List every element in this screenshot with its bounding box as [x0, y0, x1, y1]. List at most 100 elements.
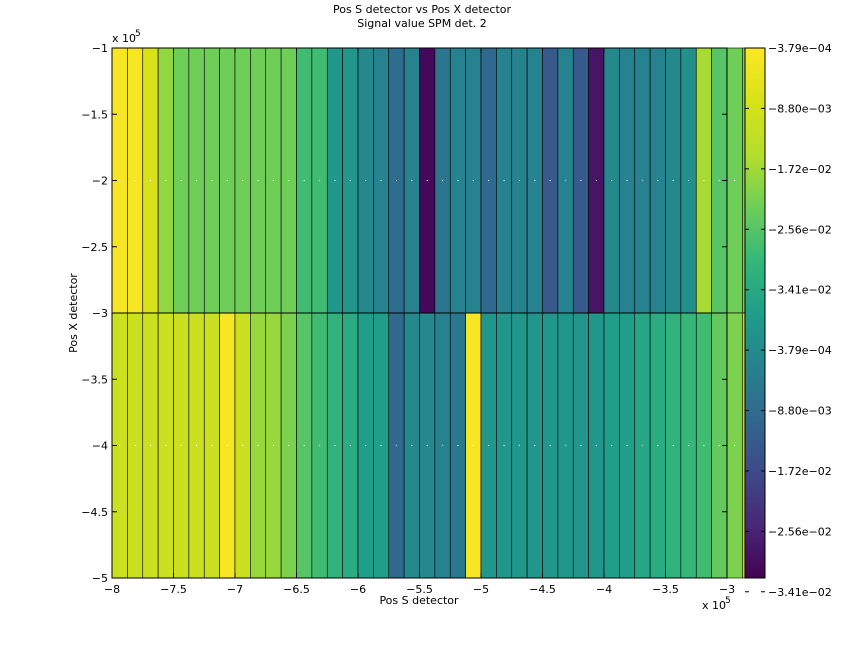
x-tick-label: −3 [719, 583, 735, 596]
sample-marker [318, 444, 321, 447]
sample-marker [426, 179, 428, 182]
sample-marker [703, 179, 705, 182]
sample-marker [303, 179, 305, 182]
colorbar [744, 47, 766, 579]
y-axis-multiplier: x 10 5 [112, 29, 141, 45]
sample-marker [657, 179, 659, 182]
x-tick-label: −5 [473, 583, 489, 596]
sample-marker [411, 444, 413, 447]
sample-marker [365, 444, 367, 447]
sample-marker [641, 444, 644, 447]
colorbar-tick-label: −3.79e−04 [768, 344, 832, 357]
colorbar-tick-label: −8.80e−03 [768, 102, 832, 115]
sample-marker [734, 179, 736, 182]
sample-marker [564, 179, 567, 182]
sample-marker [303, 444, 305, 447]
sample-marker [457, 444, 459, 447]
sample-marker [626, 444, 628, 447]
sample-marker [380, 179, 382, 182]
sample-marker [472, 179, 474, 182]
x-tick-label: −4 [596, 583, 612, 596]
sample-marker [580, 179, 582, 182]
colorbar-tick-label: −8.80e−03 [768, 405, 832, 418]
x-axis-label: Pos S detector [379, 594, 459, 607]
sample-marker [441, 179, 444, 182]
sample-marker [180, 179, 182, 182]
x-tick-label: −7.5 [160, 583, 187, 596]
colorbar-tick-label: −1.72e−02 [768, 465, 832, 478]
x-tick-label: −4.5 [529, 583, 556, 596]
sample-marker [657, 444, 659, 447]
sample-marker [211, 179, 213, 182]
sample-marker [611, 179, 613, 182]
colorbar-tick-label: −2.56e−02 [768, 525, 832, 538]
y-tick-label: −4.5 [81, 506, 108, 519]
sample-marker [611, 444, 613, 447]
sample-marker [272, 179, 275, 182]
sample-marker [242, 179, 244, 182]
sample-marker [288, 444, 290, 447]
sample-marker [687, 179, 690, 182]
sample-marker [703, 444, 705, 447]
colorbar-tick-label: −3.79e−04 [768, 42, 832, 55]
sample-marker [257, 444, 259, 447]
sample-markers [119, 179, 751, 447]
x-axis-ticks: −8 −7.5 −7 −6.5 −6 −5.5 −5 −4.5 −4 −3.5 −3 [104, 48, 735, 596]
sample-marker [626, 179, 628, 182]
sample-marker [595, 179, 597, 182]
sample-marker [564, 444, 567, 447]
x-tick-label: −8 [104, 583, 120, 596]
sample-marker [457, 179, 459, 182]
sample-marker [334, 444, 336, 447]
sample-marker [672, 444, 674, 447]
sample-marker [687, 444, 690, 447]
sample-marker [119, 444, 121, 447]
x-tick-label: −5.5 [406, 583, 433, 596]
y-multiplier-base: x 10 [112, 32, 136, 45]
x-axis-multiplier: x 10 5 [702, 596, 731, 612]
sample-marker [195, 444, 198, 447]
sample-marker [195, 179, 198, 182]
sample-marker [441, 444, 444, 447]
colorbar-tick-label: −3.41e−02 [768, 284, 832, 297]
sample-marker [718, 179, 720, 182]
sample-marker [534, 444, 536, 447]
sample-marker [472, 444, 474, 447]
sample-marker [257, 179, 259, 182]
sample-marker [242, 444, 244, 447]
sample-marker [580, 444, 582, 447]
y-axis-label: Pos X detector [67, 273, 80, 353]
sample-marker [380, 444, 382, 447]
colorbar-tick-label: −3.41e−02 [768, 586, 832, 599]
colorbar-tick-label: −2.56e−02 [768, 223, 832, 236]
sample-marker [641, 179, 644, 182]
sample-marker [426, 444, 428, 447]
chart-subtitle: Signal value SPM det. 2 [357, 17, 487, 30]
sample-marker [518, 444, 521, 447]
sample-marker [488, 444, 490, 447]
sample-marker [211, 444, 213, 447]
sample-marker [365, 179, 367, 182]
sample-marker [226, 179, 228, 182]
sample-marker [518, 179, 521, 182]
sample-marker [595, 444, 597, 447]
y-tick-label: −5 [92, 572, 108, 585]
sample-marker [165, 179, 167, 182]
y-tick-label: −2 [92, 175, 108, 188]
sample-marker [334, 179, 336, 182]
sample-marker [718, 444, 720, 447]
x-tick-label: −3.5 [652, 583, 679, 596]
sample-marker [672, 179, 674, 182]
sample-marker [149, 179, 152, 182]
sample-marker [734, 444, 736, 447]
sample-marker [549, 444, 551, 447]
sample-marker [134, 179, 136, 182]
x-tick-label: −6.5 [283, 583, 310, 596]
sample-marker [180, 444, 182, 447]
sample-marker [288, 179, 290, 182]
sample-marker [119, 179, 121, 182]
y-multiplier-exponent: 5 [135, 29, 141, 39]
x-multiplier-exponent: 5 [725, 596, 731, 606]
sample-marker [549, 179, 551, 182]
